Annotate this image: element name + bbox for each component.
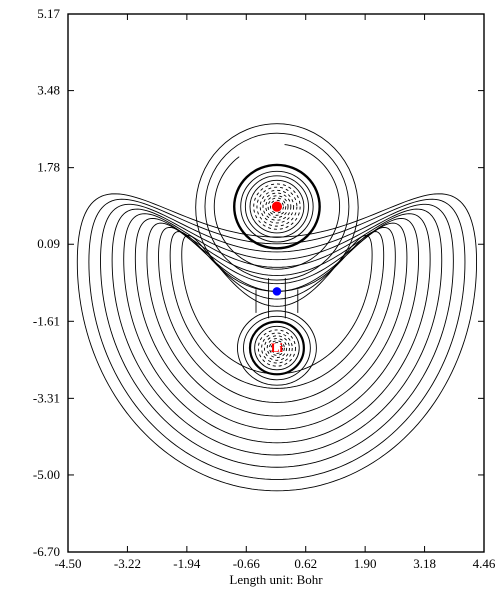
outer-contour [170, 232, 384, 389]
x-tick-label: -1.94 [173, 556, 201, 571]
y-tick-label: 1.78 [37, 160, 60, 175]
x-axis-label: Length unit: Bohr [229, 572, 323, 587]
x-tick-label: 0.62 [294, 556, 317, 571]
y-tick-label: 0.09 [37, 236, 60, 251]
y-tick-label: 3.48 [37, 83, 60, 98]
y-tick-label: 5.17 [37, 6, 60, 21]
outer-contour [135, 218, 418, 429]
x-tick-label: 4.46 [473, 556, 496, 571]
x-tick-label: 3.18 [413, 556, 436, 571]
plot-frame [68, 14, 484, 552]
y-tick-label: -6.70 [33, 544, 60, 559]
contour-group: Li [77, 124, 476, 491]
x-tick-label: -3.22 [114, 556, 141, 571]
x-tick-label: 1.90 [354, 556, 377, 571]
y-tick-label: -3.31 [33, 390, 60, 405]
saddle-point-marker [273, 288, 281, 296]
x-tick-label: -0.66 [233, 556, 261, 571]
lower-nucleus-label: Li [271, 340, 284, 355]
y-tick-label: -5.00 [33, 467, 60, 482]
outer-contour [112, 209, 442, 455]
y-tick-label: -1.61 [33, 313, 60, 328]
outer-contour [159, 227, 396, 402]
contour-plot: -4.50-3.22-1.94-0.660.621.903.184.46-6.7… [0, 0, 500, 600]
upper-nucleus-marker [272, 202, 281, 211]
